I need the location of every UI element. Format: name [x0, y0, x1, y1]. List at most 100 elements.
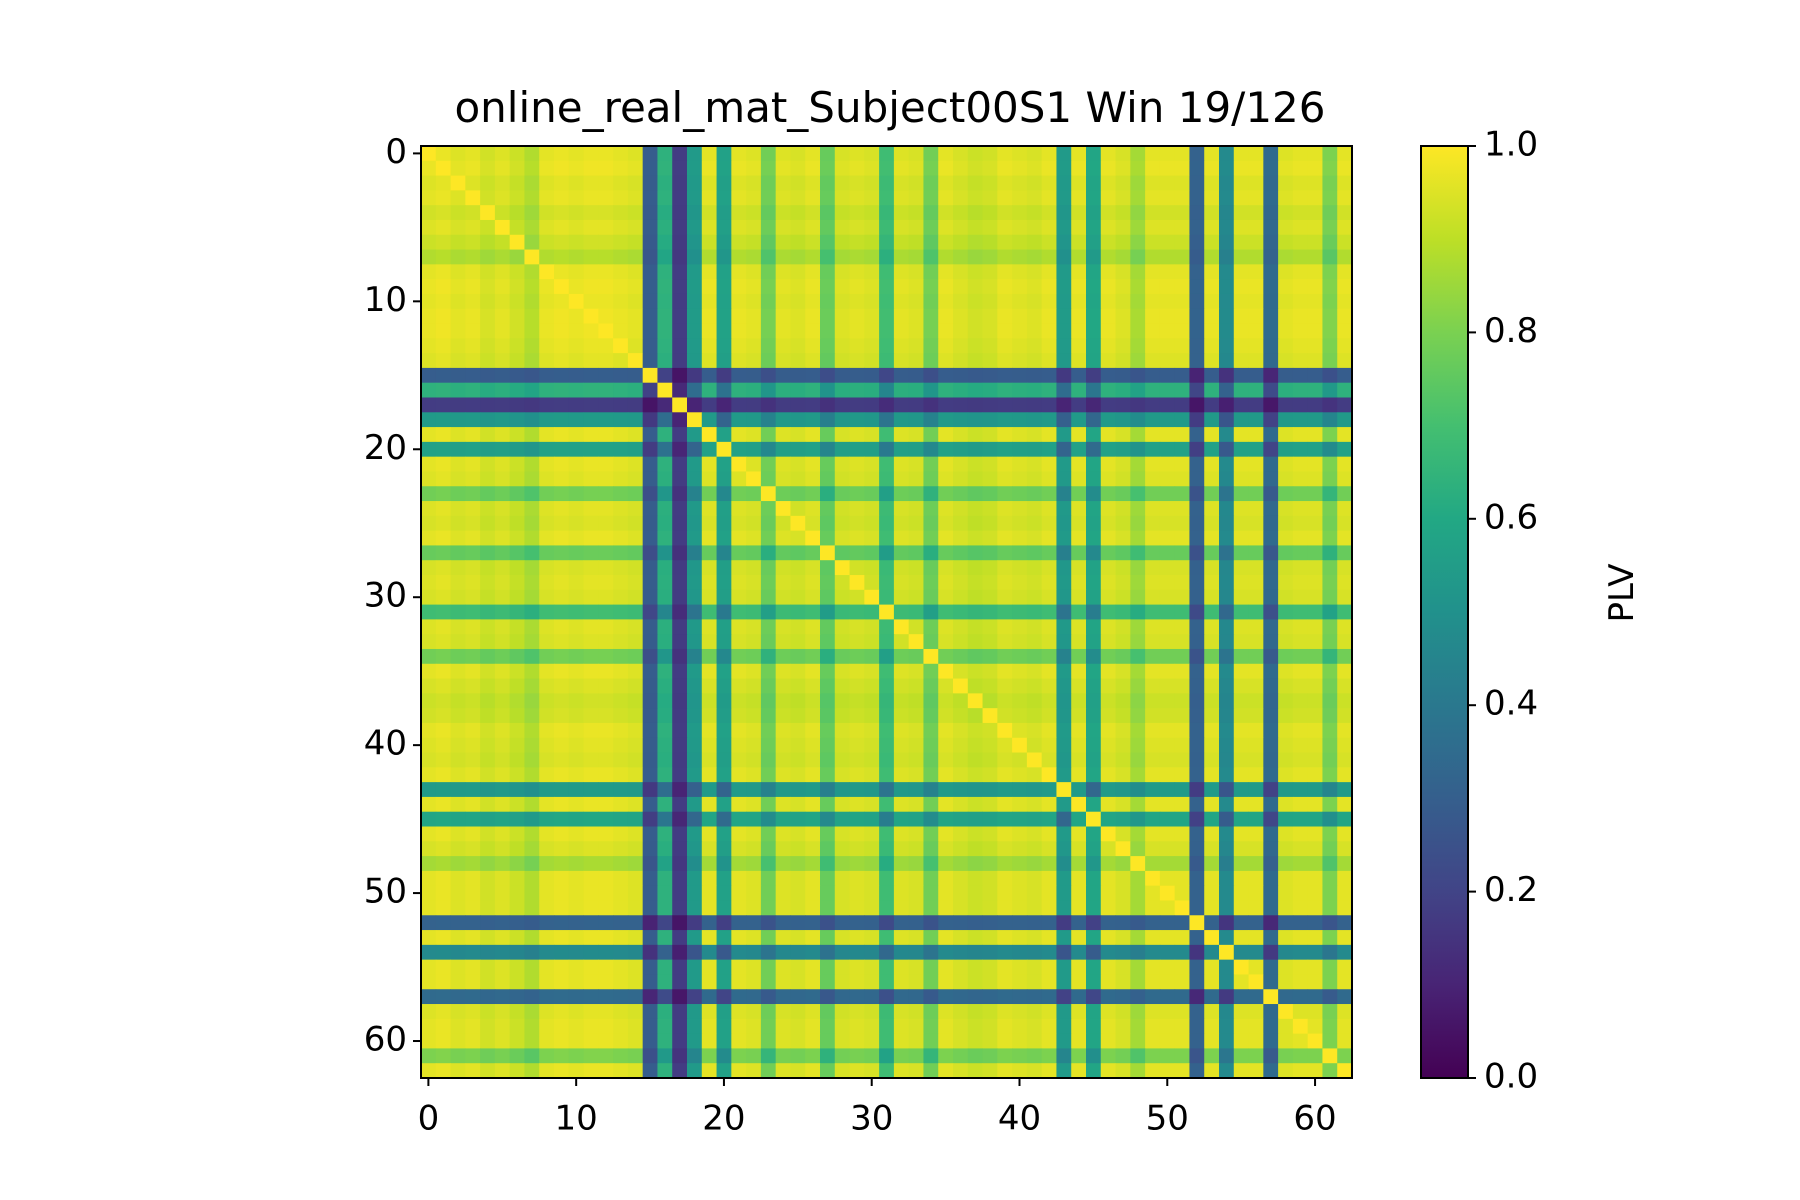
- heatmap-cell: [1322, 930, 1338, 946]
- heatmap-cell: [1026, 1048, 1043, 1064]
- heatmap-cell: [1322, 441, 1338, 458]
- heatmap-cell: [421, 1033, 437, 1049]
- heatmap-cell: [1130, 974, 1146, 990]
- heatmap-cell: [1012, 456, 1028, 472]
- heatmap-cell: [1026, 308, 1043, 324]
- heatmap-cell: [1130, 471, 1146, 487]
- heatmap-cell: [642, 545, 658, 561]
- heatmap-cell: [672, 841, 688, 857]
- heatmap-cell: [982, 175, 998, 191]
- heatmap-cell: [1263, 530, 1279, 546]
- heatmap-cell: [672, 796, 688, 813]
- heatmap-cell: [701, 323, 718, 339]
- heatmap-cell: [1337, 219, 1353, 236]
- heatmap-cell: [864, 471, 880, 487]
- heatmap-cell: [805, 959, 821, 975]
- heatmap-cell: [731, 826, 747, 842]
- heatmap-cell: [805, 545, 821, 561]
- heatmap-cell: [1278, 974, 1294, 990]
- heatmap-cell: [524, 190, 540, 206]
- heatmap-cell: [834, 1033, 851, 1049]
- heatmap-cell: [967, 900, 984, 916]
- heatmap-cell: [465, 501, 481, 517]
- heatmap-cell: [716, 160, 732, 177]
- heatmap-cell: [672, 175, 688, 191]
- heatmap-cell: [435, 648, 452, 665]
- heatmap-cell: [1263, 1048, 1279, 1064]
- heatmap-cell: [1086, 219, 1102, 236]
- heatmap-cell: [982, 367, 998, 384]
- heatmap-cell: [746, 974, 762, 990]
- heatmap-cell: [760, 619, 777, 635]
- heatmap-cell: [1012, 767, 1028, 783]
- heatmap-cell: [1189, 737, 1205, 753]
- heatmap-cell: [1337, 249, 1353, 265]
- heatmap-cell: [1056, 693, 1072, 709]
- heatmap-cell: [775, 663, 791, 680]
- heatmap-cell: [805, 308, 821, 324]
- heatmap-cell: [480, 1048, 496, 1064]
- heatmap-cell: [908, 1004, 924, 1020]
- heatmap-cell: [1100, 693, 1117, 709]
- heatmap-cell: [598, 205, 614, 221]
- heatmap-cell: [1041, 604, 1057, 620]
- heatmap-cell: [716, 944, 732, 961]
- heatmap-cell: [509, 619, 525, 635]
- heatmap-cell: [568, 708, 585, 724]
- heatmap-cell: [554, 722, 570, 739]
- heatmap-cell: [687, 353, 703, 369]
- heatmap-cell: [583, 338, 599, 354]
- heatmap-cell: [834, 293, 851, 310]
- heatmap-cell: [1041, 471, 1057, 487]
- heatmap-cell: [435, 205, 452, 221]
- heatmap-cell: [1219, 160, 1235, 177]
- heatmap-cell: [760, 1004, 777, 1020]
- heatmap-cell: [657, 708, 673, 724]
- heatmap-cell: [834, 811, 851, 827]
- heatmap-cell: [923, 604, 939, 620]
- heatmap-cell: [746, 900, 762, 916]
- heatmap-cell: [613, 1018, 629, 1035]
- heatmap-cell: [642, 811, 658, 827]
- heatmap-cell: [1115, 915, 1131, 931]
- heatmap-cell: [938, 693, 954, 709]
- heatmap-cell: [908, 648, 924, 665]
- heatmap-cell: [923, 1063, 939, 1079]
- heatmap-cell: [657, 604, 673, 620]
- heatmap-cell: [450, 412, 466, 428]
- heatmap-cell: [775, 737, 791, 753]
- heatmap-cell: [760, 545, 777, 561]
- heatmap-cell: [716, 249, 732, 265]
- heatmap-cell: [1337, 782, 1353, 798]
- heatmap-cell: [1012, 234, 1028, 250]
- y-tick-label: 40: [364, 724, 407, 764]
- heatmap-cell: [1337, 456, 1353, 472]
- heatmap-cell: [1012, 486, 1028, 502]
- heatmap-cell: [716, 796, 732, 813]
- heatmap-cell: [1012, 811, 1028, 827]
- heatmap-cell: [775, 264, 791, 280]
- heatmap-cell: [1159, 190, 1176, 206]
- heatmap-cell: [598, 693, 614, 709]
- heatmap-cell: [716, 722, 732, 739]
- heatmap-cell: [524, 1033, 540, 1049]
- heatmap-cell: [524, 693, 540, 709]
- heatmap-cell: [790, 1004, 806, 1020]
- heatmap-cell: [539, 501, 555, 517]
- heatmap-cell: [1219, 486, 1235, 502]
- heatmap-cell: [1278, 397, 1294, 413]
- heatmap-cell: [849, 811, 865, 827]
- heatmap-cell: [1174, 930, 1190, 946]
- heatmap-cell: [953, 959, 969, 975]
- heatmap-cell: [1100, 353, 1117, 369]
- heatmap-cell: [953, 560, 969, 576]
- heatmap-cell: [967, 279, 984, 295]
- heatmap-cell: [554, 930, 570, 946]
- heatmap-cell: [1115, 826, 1131, 842]
- heatmap-cell: [879, 870, 895, 887]
- heatmap-cell: [1130, 1033, 1146, 1049]
- heatmap-cell: [790, 678, 806, 694]
- heatmap-cell: [1086, 249, 1102, 265]
- heatmap-cell: [657, 915, 673, 931]
- heatmap-cell: [1159, 989, 1176, 1005]
